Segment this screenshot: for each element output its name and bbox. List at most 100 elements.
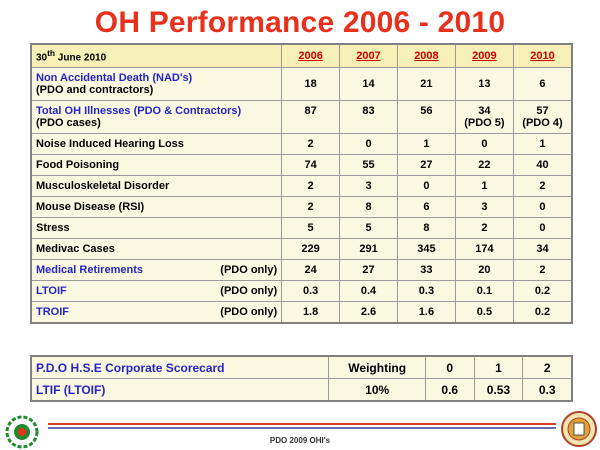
cell: 74 [281, 154, 341, 176]
footer-band-red [48, 423, 556, 425]
score-2-header: 2 [522, 355, 573, 379]
cell: 18 [281, 67, 341, 101]
report-date: 30th June 2010 [30, 43, 283, 68]
row-label: Medical Retirements (PDO only) [30, 259, 283, 281]
cell: 291 [339, 238, 398, 260]
cell: 0.1 [454, 280, 514, 302]
cell: 6 [396, 196, 456, 218]
cell: 0 [339, 133, 398, 155]
oh-performance-table: 30th June 2010 2006 2007 2008 2009 2010 … [30, 43, 573, 324]
cell: 2 [281, 133, 341, 155]
table-row: Mouse Disease (RSI) 2 8 6 3 0 [30, 196, 573, 218]
cell: 2 [512, 259, 573, 281]
footer-text: PDO 2009 OHI's [269, 436, 331, 445]
cell: 2 [281, 175, 341, 197]
hse-badge-icon [561, 411, 597, 447]
cell: 1 [454, 175, 514, 197]
cell: 0 [512, 196, 573, 218]
cell: 2 [454, 217, 514, 239]
cell: 0 [454, 133, 514, 155]
cell: 20 [454, 259, 514, 281]
cell: 174 [454, 238, 514, 260]
row-label: Total OH Illnesses (PDO & Contractors) (P… [30, 100, 283, 134]
table-row: TROIF (PDO only) 1.8 2.6 1.6 0.5 0.2 [30, 301, 573, 324]
cell: 229 [281, 238, 341, 260]
table-row: Total OH Illnesses (PDO & Contractors) (P… [30, 100, 573, 134]
date-suffix: th [47, 48, 55, 59]
cell: 40 [512, 154, 573, 176]
score-2-value: 0.3 [522, 378, 573, 402]
cell: 14 [339, 67, 398, 101]
cell: 0 [396, 175, 456, 197]
scorecard-row: LTIF (LTOIF) 10% 0.6 0.53 0.3 [30, 378, 573, 402]
cell: 0.3 [281, 280, 341, 302]
cell: 27 [339, 259, 398, 281]
table-row: Musculoskeletal Disorder 2 3 0 1 2 [30, 175, 573, 197]
cell: 0.2 [512, 301, 573, 324]
cell: 0 [512, 217, 573, 239]
score-1-header: 1 [473, 355, 524, 379]
scorecard-header-row: P.D.O H.S.E Corporate Scorecard Weightin… [30, 355, 573, 379]
date-day: 30 [36, 52, 48, 64]
row-label: Stress [30, 217, 283, 239]
cell: 55 [339, 154, 398, 176]
cell: 2 [281, 196, 341, 218]
cell: 2 [512, 175, 573, 197]
cell: 13 [454, 67, 514, 101]
footer-band-blue [48, 427, 556, 429]
score-0-header: 0 [424, 355, 475, 379]
cell: 6 [512, 67, 573, 101]
cell: 5 [281, 217, 341, 239]
hse-scorecard-table: P.D.O H.S.E Corporate Scorecard Weightin… [30, 355, 573, 402]
score-1-value: 0.53 [473, 378, 524, 402]
year-2007-header: 2007 [339, 43, 398, 68]
table-row: Non Accidental Death (NAD's) (PDO and con… [30, 67, 573, 101]
table-header-row: 30th June 2010 2006 2007 2008 2009 2010 [30, 43, 573, 68]
row-label: Noise Induced Hearing Loss [30, 133, 283, 155]
cell: 87 [281, 100, 341, 134]
row-label: TROIF (PDO only) [30, 301, 283, 324]
table-row: Medical Retirements (PDO only) 24 27 33 2… [30, 259, 573, 281]
cell: 34 (PDO 5) [454, 100, 514, 134]
scorecard-row-label: LTIF (LTOIF) [30, 378, 330, 402]
cell: 24 [281, 259, 341, 281]
cell: 8 [396, 217, 456, 239]
cell: 21 [396, 67, 456, 101]
row-label: LTOIF (PDO only) [30, 280, 283, 302]
table-row: Medivac Cases 229 291 345 174 34 [30, 238, 573, 260]
score-0-value: 0.6 [424, 378, 475, 402]
table-row: Food Poisoning 74 55 27 22 40 [30, 154, 573, 176]
cell: 3 [339, 175, 398, 197]
row-label: Mouse Disease (RSI) [30, 196, 283, 218]
cell: 345 [396, 238, 456, 260]
cell: 1 [396, 133, 456, 155]
cell: 0.3 [396, 280, 456, 302]
cell: 27 [396, 154, 456, 176]
cell: 0.2 [512, 280, 573, 302]
scorecard-title: P.D.O H.S.E Corporate Scorecard [30, 355, 330, 379]
cell: 57 (PDO 4) [512, 100, 573, 134]
year-2009-header: 2009 [454, 43, 514, 68]
cell: 1 [512, 133, 573, 155]
table-row: LTOIF (PDO only) 0.3 0.4 0.3 0.1 0.2 [30, 280, 573, 302]
weighting-header: Weighting [328, 355, 426, 379]
row-label: Medivac Cases [30, 238, 283, 260]
cell: 22 [454, 154, 514, 176]
pdo-logo-icon [5, 415, 39, 449]
cell: 56 [396, 100, 456, 134]
table-row: Stress 5 5 8 2 0 [30, 217, 573, 239]
cell: 34 [512, 238, 573, 260]
year-2008-header: 2008 [396, 43, 456, 68]
table-row: Noise Induced Hearing Loss 2 0 1 0 1 [30, 133, 573, 155]
row-label: Food Poisoning [30, 154, 283, 176]
cell: 0.4 [339, 280, 398, 302]
year-2006-header: 2006 [281, 43, 341, 68]
cell: 33 [396, 259, 456, 281]
page-title: OH Performance 2006 - 2010 [94, 6, 506, 39]
row-label: Musculoskeletal Disorder [30, 175, 283, 197]
cell: 3 [454, 196, 514, 218]
cell: 0.5 [454, 301, 514, 324]
cell: 1.8 [281, 301, 341, 324]
row-label: Non Accidental Death (NAD's) (PDO and con… [30, 67, 283, 101]
cell: 2.6 [339, 301, 398, 324]
